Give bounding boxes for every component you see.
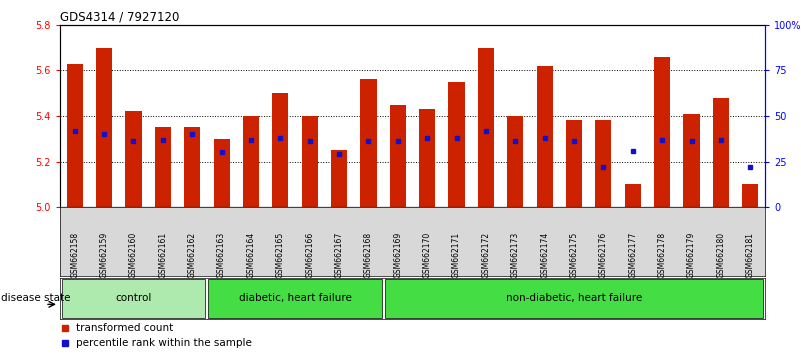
Bar (595, 120, 611, 207)
Bar (537, 66, 553, 207)
Bar (743, 184, 759, 207)
Text: non-diabetic, heart failure: non-diabetic, heart failure (506, 293, 642, 303)
Bar (214, 139, 230, 207)
Text: percentile rank within the sample: percentile rank within the sample (76, 338, 252, 348)
Bar (66, 63, 83, 207)
Bar (507, 116, 523, 207)
Bar (302, 116, 318, 207)
Bar (360, 79, 376, 207)
Text: control: control (115, 293, 151, 303)
Bar (683, 114, 699, 207)
Bar (625, 184, 641, 207)
Text: GDS4314 / 7927120: GDS4314 / 7927120 (60, 11, 179, 24)
Bar (208, 279, 381, 318)
Bar (331, 150, 347, 207)
Bar (96, 47, 112, 207)
Bar (155, 127, 171, 207)
Bar (419, 109, 435, 207)
Text: diabetic, heart failure: diabetic, heart failure (239, 293, 352, 303)
Bar (566, 120, 582, 207)
Bar (654, 57, 670, 207)
Bar (272, 93, 288, 207)
Bar (126, 112, 142, 207)
Text: transformed count: transformed count (76, 322, 173, 332)
Bar (449, 82, 465, 207)
Bar (62, 279, 205, 318)
Bar (184, 127, 200, 207)
Bar (384, 279, 763, 318)
Text: disease state: disease state (1, 293, 70, 303)
Bar (243, 116, 259, 207)
Bar (713, 98, 729, 207)
Bar (390, 104, 406, 207)
Bar (478, 47, 494, 207)
